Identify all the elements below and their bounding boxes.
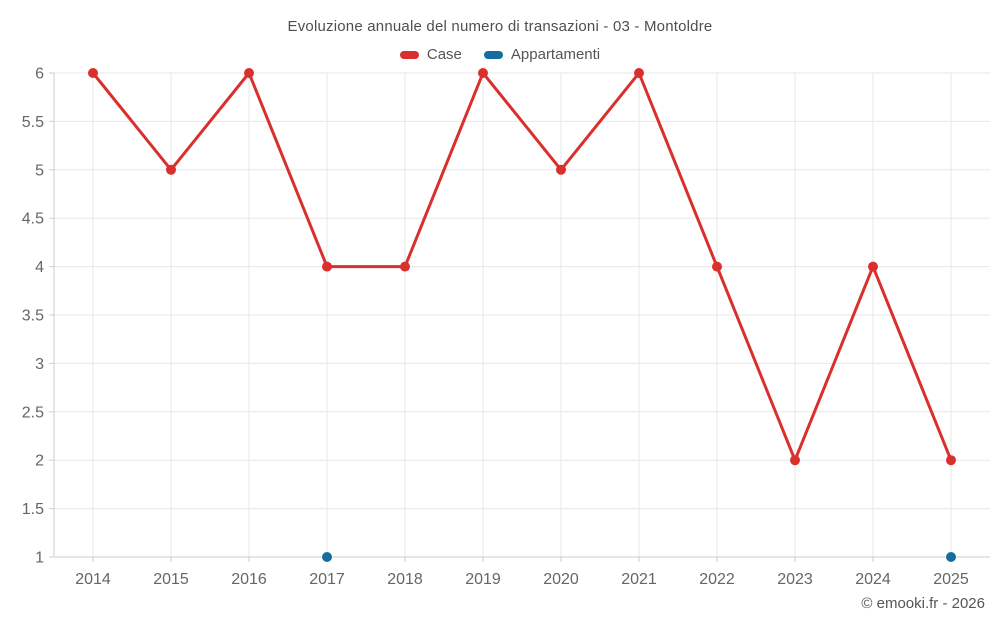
y-tick-label: 6 [35,66,44,83]
x-tick-label: 2014 [75,571,111,588]
data-point-case-2019[interactable] [478,68,488,78]
x-tick-label: 2017 [309,571,345,588]
x-tick-label: 2021 [621,571,657,588]
data-point-case-2025[interactable] [946,455,956,466]
data-point-case-2021[interactable] [634,68,644,78]
data-point-appartamenti-2025[interactable] [946,552,956,562]
y-tick-label: 4.5 [22,211,44,228]
series-line-case [247,71,329,269]
chart-title: Evoluzione annuale del numero di transaz… [287,18,713,35]
x-tick-label: 2019 [465,571,501,588]
data-point-case-2015[interactable] [166,164,176,175]
data-point-case-2022[interactable] [712,261,722,272]
legend-item-appartamenti[interactable]: Appartamenti [483,46,601,63]
x-tick-label: 2024 [855,571,891,588]
legend-swatch-appartamenti-icon [483,50,503,59]
legend-label-case: Case [426,46,462,63]
y-tick-label: 2 [35,453,44,470]
x-tick-label: 2025 [933,571,969,588]
x-tick-label: 2020 [543,571,579,588]
y-tick-label: 1 [35,550,44,567]
data-point-case-2020[interactable] [556,164,566,175]
y-tick-label: 3 [35,356,44,373]
y-tick-label: 2.5 [22,404,44,421]
legend: Case Appartamenti [0,46,1000,63]
series-line-case [793,265,875,462]
legend-swatch-case-icon [399,50,419,59]
data-point-case-2016[interactable] [244,68,254,78]
series-line-case [637,71,719,269]
series-line-case [559,71,641,172]
series-line-case [403,71,485,269]
data-point-case-2014[interactable] [88,68,98,78]
y-tick-label: 4 [35,259,44,276]
x-tick-label: 2018 [387,571,423,588]
data-point-case-2024[interactable] [868,261,878,272]
data-point-case-2018[interactable] [400,261,410,272]
copyright-credit: © emooki.fr - 2026 [861,595,985,612]
x-tick-label: 2022 [699,571,735,588]
x-tick-label: 2023 [777,571,813,588]
y-tick-label: 5.5 [22,114,44,131]
series-line-case [871,265,953,462]
legend-item-case[interactable]: Case [399,46,462,63]
y-tick-label: 5 [35,162,44,179]
series-line-case [169,71,251,172]
series-line-case [91,71,173,172]
legend-label-appartamenti: Appartamenti [510,46,601,63]
data-point-case-2023[interactable] [790,455,800,466]
data-point-appartamenti-2017[interactable] [322,552,332,562]
data-point-case-2017[interactable] [322,261,332,272]
series-line-case [481,71,563,172]
y-tick-label: 1.5 [22,501,44,518]
series-line-case [715,265,797,462]
y-tick-label: 3.5 [22,308,44,325]
x-tick-label: 2016 [231,571,267,588]
x-tick-label: 2015 [153,571,189,588]
